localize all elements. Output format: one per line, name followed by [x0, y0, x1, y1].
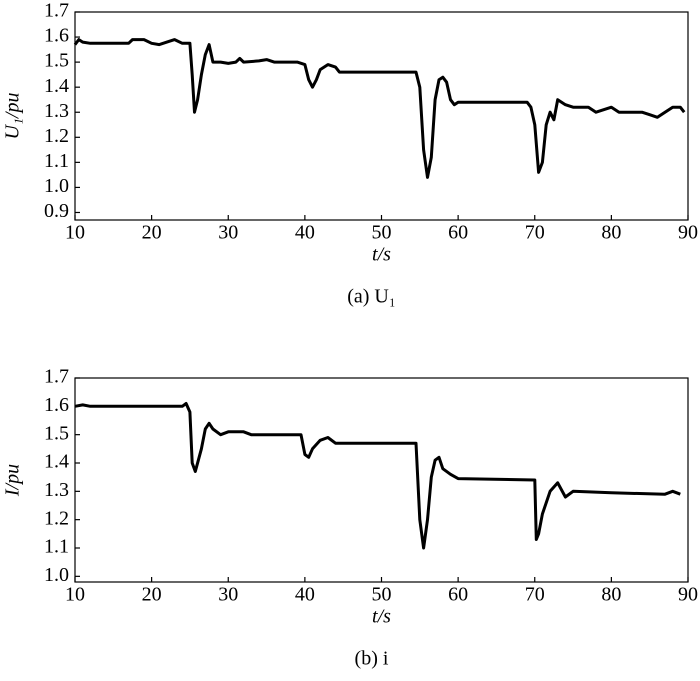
x-tick-label: 30: [218, 222, 238, 244]
y-tick-label: 1.4: [44, 451, 69, 473]
y-tick-label: 1.3: [44, 100, 69, 122]
x-tick-label: 90: [678, 222, 698, 244]
x-tick-label: 40: [295, 222, 315, 244]
x-tick-label: 70: [525, 584, 545, 606]
y-tick-label: 1.2: [44, 125, 69, 147]
x-tick-label: 10: [65, 222, 85, 244]
plot-frame: [74, 377, 689, 583]
x-tick-label: 70: [525, 222, 545, 244]
y-tick-label: 1.4: [44, 75, 69, 97]
caption: (b) i: [355, 648, 389, 670]
x-tick-label: 50: [372, 222, 392, 244]
y-tick-label: 1.5: [44, 422, 69, 444]
y-tick-label: 1.6: [44, 25, 69, 47]
x-axis-label: t/s: [372, 244, 391, 266]
x-tick-label: 20: [142, 584, 162, 606]
caption: (a) U₁: [347, 286, 396, 308]
x-axis-label: t/s: [372, 606, 391, 628]
x-tick-label: 60: [448, 222, 468, 244]
y-tick-label: 1.6: [44, 394, 69, 416]
y-tick-label: 1.7: [44, 0, 69, 22]
x-tick-label: 20: [142, 222, 162, 244]
y-tick-label: 0.9: [44, 200, 69, 222]
x-tick-label: 40: [295, 584, 315, 606]
x-tick-label: 80: [601, 584, 621, 606]
x-tick-label: 50: [372, 584, 392, 606]
y-tick-label: 1.2: [44, 507, 69, 529]
data-line: [73, 38, 686, 179]
y-axis-label: I/pu: [2, 464, 24, 497]
y-tick-label: 1.0: [44, 564, 69, 586]
y-tick-label: 1.7: [44, 366, 69, 388]
y-tick-label: 1.1: [44, 536, 69, 558]
y-tick-label: 1.0: [44, 175, 69, 197]
y-tick-label: 1.1: [44, 150, 69, 172]
y-axis-label: U₁/pu: [2, 93, 24, 140]
data-line: [74, 402, 681, 550]
x-tick-label: 10: [65, 584, 85, 606]
x-tick-label: 60: [448, 584, 468, 606]
y-tick-label: 1.3: [44, 479, 69, 501]
x-tick-label: 90: [678, 584, 698, 606]
x-tick-label: 30: [218, 584, 238, 606]
y-tick-label: 1.5: [44, 50, 69, 72]
x-tick-label: 80: [601, 222, 621, 244]
